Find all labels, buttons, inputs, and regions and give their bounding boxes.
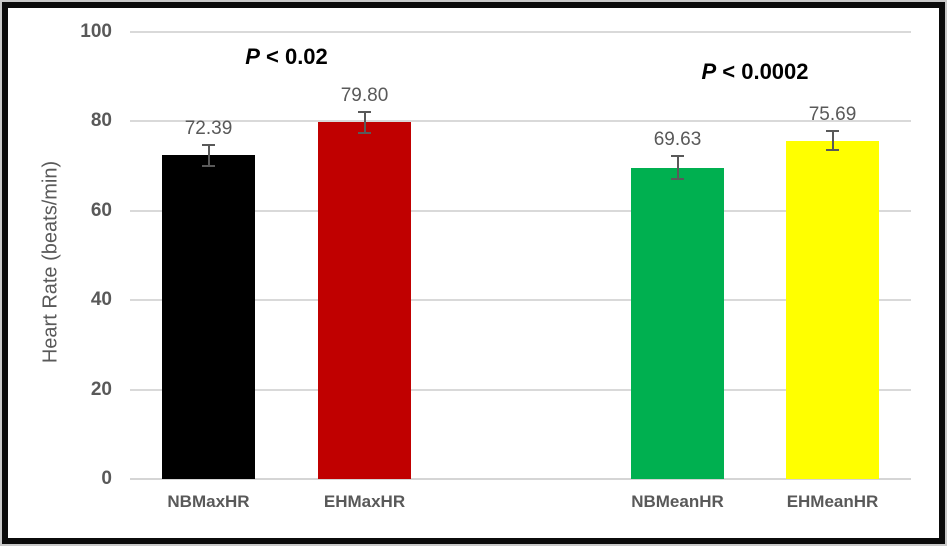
y-tick-label-20: 20 (90, 378, 112, 400)
x-axis-line (130, 478, 911, 480)
gridline-80 (130, 120, 911, 123)
x-category-label-NBMeanHR: NBMeanHR (631, 492, 724, 511)
data-label-NBMeanHR: 69.63 (653, 129, 702, 151)
error-bar-EHMeanHR (831, 131, 834, 151)
error-bar-cap-bottom-NBMeanHR (671, 178, 684, 181)
error-bar-cap-top-NBMaxHR (202, 144, 215, 147)
data-label-EHMaxHR: 79.80 (340, 85, 389, 106)
bar-EHMaxHR (318, 122, 411, 479)
y-tick-label-40: 40 (90, 289, 112, 311)
p-symbol: P (701, 59, 717, 84)
data-label-NBMaxHR: 72.39 (184, 118, 233, 140)
p-value-annotation-1: P < 0.02 (167, 44, 407, 70)
x-category-label-EHMaxHR: EHMaxHR (323, 492, 406, 511)
p-value-annotation-2: P < 0.0002 (635, 59, 875, 85)
y-tick-label-0: 0 (101, 468, 112, 489)
error-bar-cap-top-EHMaxHR (358, 111, 371, 113)
bar-EHMeanHR (786, 140, 879, 479)
p-comparison-text: < 0.0002 (716, 59, 809, 84)
bar-NBMaxHR (162, 155, 255, 479)
gridline-100 (130, 31, 911, 33)
gridline-60 (130, 209, 911, 212)
p-symbol: P (245, 44, 260, 69)
error-bar-NBMaxHR (207, 145, 210, 166)
bar-NBMeanHR (631, 167, 724, 479)
p-comparison-text: < 0.02 (259, 44, 328, 69)
error-bar-NBMeanHR (676, 156, 679, 180)
data-label-EHMeanHR: 75.69 (808, 104, 857, 126)
x-category-label-EHMeanHR: EHMeanHR (786, 492, 879, 511)
error-bar-EHMaxHR (363, 112, 366, 133)
gridline-20 (130, 388, 911, 391)
error-bar-cap-bottom-EHMaxHR (358, 131, 371, 134)
x-category-label-NBMaxHR: NBMaxHR (167, 492, 250, 511)
y-axis-title: Heart Rate (beats/min) (39, 160, 62, 364)
error-bar-cap-bottom-NBMaxHR (202, 164, 215, 167)
y-tick-label-80: 80 (90, 110, 112, 132)
error-bar-cap-top-EHMeanHR (826, 130, 839, 133)
error-bar-cap-top-NBMeanHR (671, 155, 684, 158)
gridline-40 (130, 299, 911, 302)
y-tick-label-100: 100 (80, 21, 112, 42)
y-tick-label-60: 60 (90, 199, 112, 221)
error-bar-cap-bottom-EHMeanHR (826, 149, 839, 152)
